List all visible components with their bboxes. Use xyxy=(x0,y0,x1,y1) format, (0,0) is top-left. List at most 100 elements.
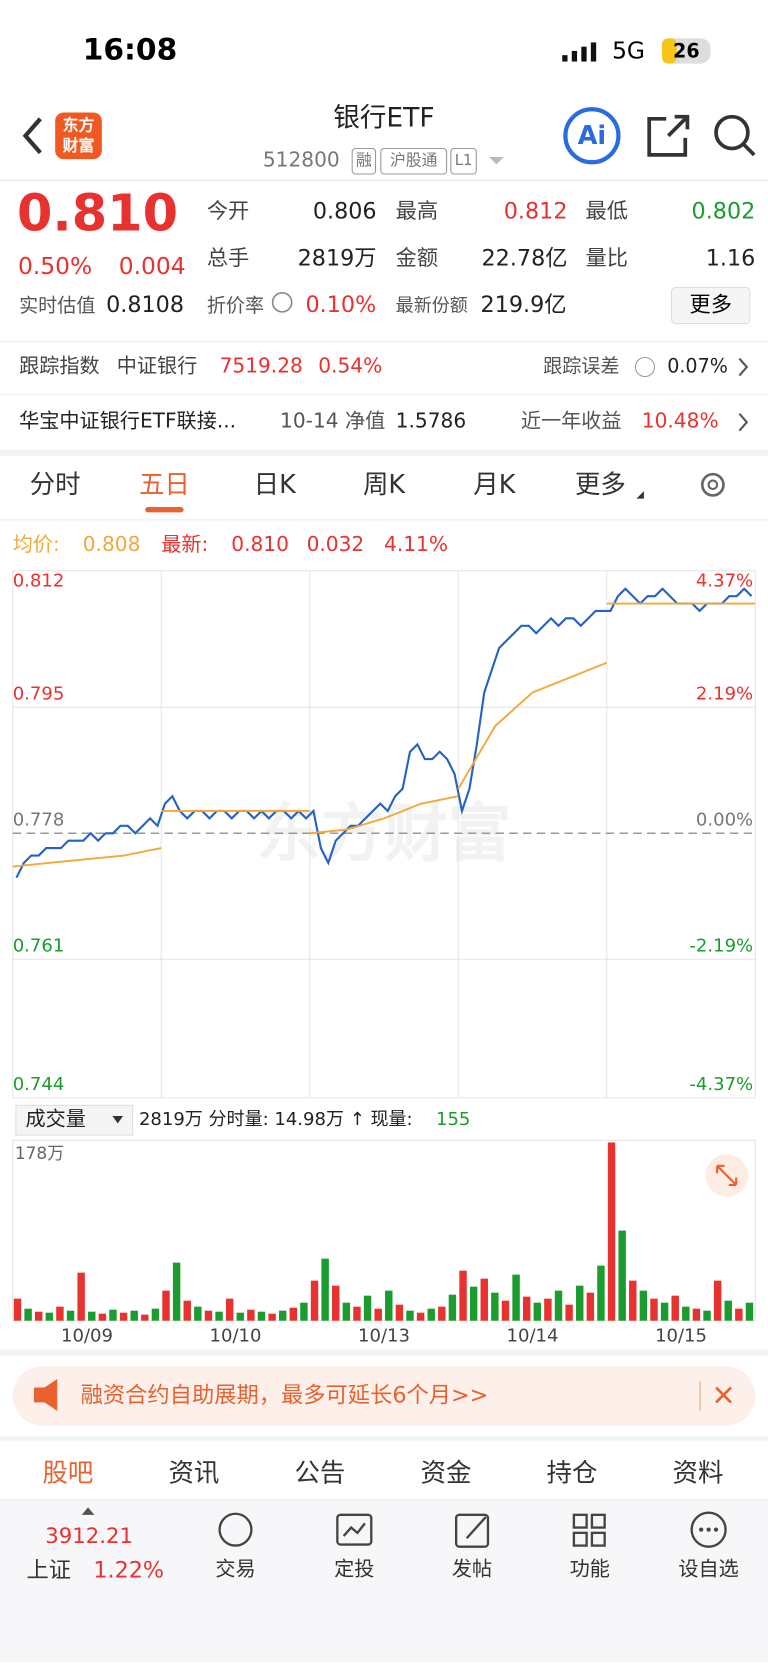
volume-bar xyxy=(607,1142,616,1321)
volume-bar xyxy=(321,1258,329,1321)
tab[interactable]: 五日 xyxy=(139,470,190,500)
volume-select[interactable] xyxy=(15,1104,134,1136)
volume-max: 178万 xyxy=(15,1144,64,1164)
field-label: 最高 xyxy=(396,199,438,224)
volume-bar xyxy=(650,1298,658,1321)
y-tick-label: 0.778 xyxy=(13,810,65,831)
network: 5G xyxy=(612,36,645,64)
share[interactable] xyxy=(647,114,690,157)
volume-bar xyxy=(268,1313,276,1321)
tab[interactable]: 分时 xyxy=(30,470,81,500)
tab[interactable]: 月K xyxy=(473,470,516,500)
volume-bar xyxy=(427,1308,435,1321)
volume-bar xyxy=(703,1310,711,1321)
volume-bar xyxy=(310,1280,319,1321)
tracking-pct: 0.54% xyxy=(318,354,382,378)
close[interactable] xyxy=(715,1386,732,1404)
banner-text: 融资合约自助展期，最多可延长6个月>> xyxy=(81,1383,489,1409)
volume-bar xyxy=(512,1274,520,1321)
volume-bar xyxy=(56,1306,64,1321)
y2-tick-label: -2.19% xyxy=(689,935,753,956)
title: 银行ETF xyxy=(333,102,434,133)
latest-change: 0.032 xyxy=(307,532,365,556)
volume-bar xyxy=(713,1280,722,1321)
volume-bar xyxy=(225,1298,234,1321)
bottom-tab[interactable]: 资金 xyxy=(421,1459,472,1489)
volume-bar xyxy=(618,1230,626,1321)
volume-bar xyxy=(88,1311,96,1321)
volume-bar xyxy=(586,1292,595,1321)
volume-bar xyxy=(554,1290,563,1321)
index-name: 上证 xyxy=(27,1558,72,1584)
y-tick-label: 0.795 xyxy=(13,684,65,705)
tab[interactable]: 日K xyxy=(254,470,297,500)
volume-bar xyxy=(194,1306,202,1321)
field-value: 0.812 xyxy=(504,199,568,225)
ai-button[interactable] xyxy=(563,107,621,165)
tracking-value: 7519.28 xyxy=(220,354,303,378)
search[interactable] xyxy=(714,114,750,151)
help-icon xyxy=(634,356,656,378)
chevron[interactable] xyxy=(738,357,749,377)
fund-date: 10-14 净值 xyxy=(280,409,385,433)
volume-bar xyxy=(289,1307,298,1321)
volume-bar xyxy=(459,1270,467,1321)
field-value: 0.10% xyxy=(306,292,377,318)
bottom-tab[interactable]: 资料 xyxy=(673,1459,724,1489)
battery-text: 26 xyxy=(673,39,700,62)
y-tick-label: 0.812 xyxy=(13,570,65,591)
tab[interactable]: 更多 xyxy=(575,470,626,500)
tab[interactable]: 周K xyxy=(363,470,406,500)
nav-item[interactable]: 定投 xyxy=(334,1556,374,1580)
tracking-index: 中证银行 xyxy=(117,354,198,378)
nav-item[interactable]: 功能 xyxy=(570,1556,610,1580)
volume-bar xyxy=(363,1295,372,1321)
back[interactable] xyxy=(22,117,42,155)
volume-bar xyxy=(745,1302,754,1321)
nav-item[interactable]: 交易 xyxy=(215,1556,255,1580)
field-value: 219.9亿 xyxy=(481,292,567,318)
banner-bg[interactable] xyxy=(12,1366,756,1426)
logo-text: 财富 xyxy=(63,136,95,155)
volume-current: 155 xyxy=(436,1109,470,1130)
time: 16:08 xyxy=(83,32,178,67)
dropdown[interactable] xyxy=(489,156,504,165)
volume-bar xyxy=(236,1312,244,1321)
more-button[interactable] xyxy=(670,286,751,325)
tag: 融 xyxy=(356,151,372,170)
bottom-tab[interactable]: 股吧 xyxy=(42,1459,93,1489)
field-value: 2819万 xyxy=(298,245,377,271)
field-label: 总手 xyxy=(207,246,249,271)
nav-item[interactable]: 发帖 xyxy=(452,1556,492,1580)
index-value: 3912.21 xyxy=(45,1524,133,1549)
separator xyxy=(0,449,768,457)
field-label: 最低 xyxy=(586,199,628,224)
nav-item[interactable]: 设自选 xyxy=(678,1556,738,1580)
bottom-tab[interactable]: 持仓 xyxy=(547,1459,598,1489)
field-label: 量比 xyxy=(586,246,628,271)
more-arrow xyxy=(636,491,644,499)
chart-frame xyxy=(12,570,756,1099)
volume-bar xyxy=(724,1300,732,1321)
tag-box xyxy=(380,147,448,175)
bottom-tab[interactable]: 资讯 xyxy=(168,1459,219,1489)
settings[interactable] xyxy=(700,472,725,497)
volume-bar xyxy=(629,1280,637,1321)
volume-bar xyxy=(257,1311,266,1321)
volume-bar xyxy=(565,1304,573,1321)
volume-bar xyxy=(204,1310,213,1321)
volume-bar xyxy=(342,1302,351,1321)
fund-name: 华宝中证银行ETF联接... xyxy=(19,409,236,433)
field-value: 0.802 xyxy=(692,199,756,225)
field-value: 0.806 xyxy=(313,199,377,225)
y2-tick-label: 0.00% xyxy=(696,810,753,831)
x-tick-label: 10/13 xyxy=(358,1326,410,1347)
bottom-tab[interactable]: 公告 xyxy=(294,1459,345,1489)
volume-bar xyxy=(544,1298,552,1321)
index-pct: 1.22% xyxy=(93,1558,164,1584)
signal xyxy=(562,42,597,62)
price-line xyxy=(15,587,753,879)
volume-label[interactable]: 成交量 xyxy=(25,1107,85,1131)
chevron[interactable] xyxy=(738,413,749,432)
field-label: 今开 xyxy=(207,199,249,224)
